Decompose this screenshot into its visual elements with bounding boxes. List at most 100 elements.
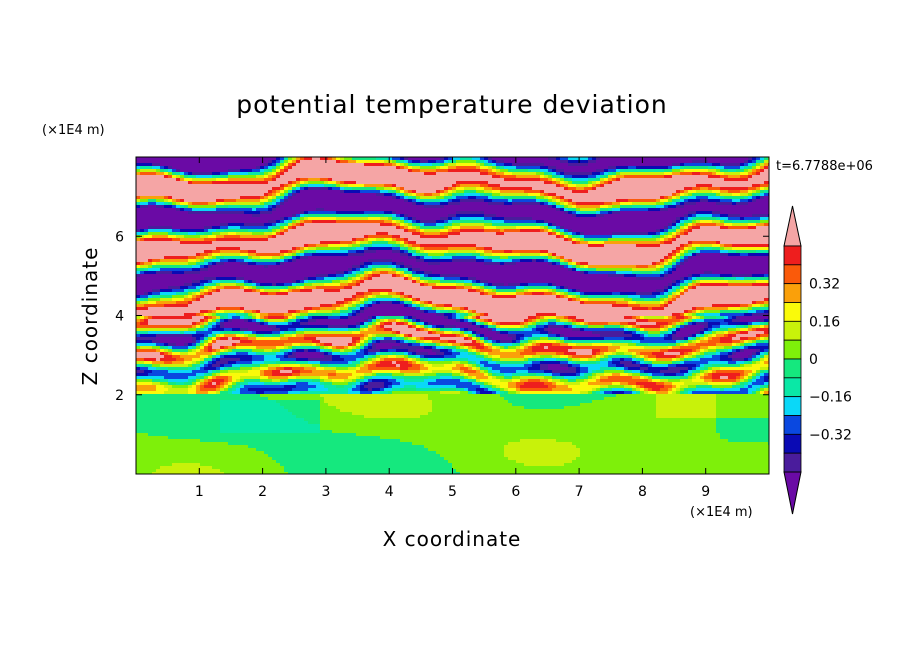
field-cell xyxy=(136,247,141,251)
field-cell xyxy=(736,196,741,200)
field-cell xyxy=(724,208,729,212)
field-cell xyxy=(696,169,701,173)
field-cell xyxy=(320,223,325,227)
field-cell xyxy=(176,208,181,212)
field-cell xyxy=(324,214,329,218)
field-cell xyxy=(256,157,261,161)
field-cell xyxy=(472,184,477,188)
field-cell xyxy=(172,211,177,215)
field-cell xyxy=(256,238,261,242)
field-cell xyxy=(764,166,769,170)
field-cell xyxy=(724,241,729,245)
field-cell xyxy=(356,166,361,170)
field-cell xyxy=(672,199,677,203)
field-cell xyxy=(316,244,321,248)
field-cell xyxy=(604,229,609,233)
field-cell xyxy=(684,205,689,209)
field-cell xyxy=(672,229,677,233)
field-cell xyxy=(604,244,609,248)
field-cell xyxy=(608,211,613,215)
field-cell xyxy=(476,172,481,176)
field-cell xyxy=(152,205,157,209)
field-cell xyxy=(372,196,377,200)
field-cell xyxy=(420,208,425,212)
field-cell xyxy=(444,157,449,161)
field-cell xyxy=(264,232,269,236)
field-cell xyxy=(412,247,417,251)
field-cell xyxy=(540,166,545,170)
field-cell xyxy=(524,190,529,194)
field-cell xyxy=(400,184,405,188)
field-cell xyxy=(452,223,457,227)
field-cell xyxy=(244,214,249,218)
field-cell xyxy=(160,220,165,224)
field-cell xyxy=(444,247,449,251)
field-cell xyxy=(712,172,717,176)
field-cell xyxy=(728,172,733,176)
field-cell xyxy=(424,220,429,224)
field-cell xyxy=(272,223,277,227)
field-cell xyxy=(260,175,265,179)
field-cell xyxy=(612,214,617,218)
field-cell xyxy=(232,187,237,191)
field-cell xyxy=(348,175,353,179)
field-cell xyxy=(412,181,417,185)
field-cell xyxy=(544,247,549,251)
field-cell xyxy=(352,244,357,248)
field-cell xyxy=(688,238,693,242)
field-cell xyxy=(564,208,569,212)
field-cell xyxy=(676,244,681,248)
field-cell xyxy=(676,226,681,230)
field-cell xyxy=(184,169,189,173)
field-cell xyxy=(384,193,389,197)
field-cell xyxy=(204,220,209,224)
field-cell xyxy=(488,193,493,197)
field-cell xyxy=(508,175,513,179)
field-cell xyxy=(488,205,493,209)
field-cell xyxy=(468,208,473,212)
field-cell xyxy=(476,178,481,182)
field-cell xyxy=(180,202,185,206)
field-cell xyxy=(360,172,365,176)
field-cell xyxy=(148,172,153,176)
field-cell xyxy=(316,211,321,215)
field-cell xyxy=(188,178,193,182)
field-cell xyxy=(744,247,749,251)
field-cell xyxy=(148,160,153,164)
field-cell xyxy=(756,169,761,173)
field-cell xyxy=(384,232,389,236)
field-cell xyxy=(312,157,317,161)
field-cell xyxy=(592,214,597,218)
field-cell xyxy=(184,196,189,200)
field-cell xyxy=(284,223,289,227)
field-cell xyxy=(220,163,225,167)
field-cell xyxy=(168,223,173,227)
field-cell xyxy=(744,175,749,179)
field-cell xyxy=(164,199,169,203)
field-cell xyxy=(692,157,697,161)
field-cell xyxy=(180,244,185,248)
field-cell xyxy=(636,211,641,215)
field-cell xyxy=(256,178,261,182)
field-cell xyxy=(576,196,581,200)
field-cell xyxy=(380,202,385,206)
field-cell xyxy=(724,172,729,176)
field-cell xyxy=(212,175,217,179)
field-cell xyxy=(276,208,281,212)
field-cell xyxy=(380,208,385,212)
field-cell xyxy=(720,211,725,215)
field-cell xyxy=(516,247,521,251)
field-cell xyxy=(272,247,277,251)
field-cell xyxy=(156,175,161,179)
field-cell xyxy=(604,217,609,221)
field-cell xyxy=(640,229,645,233)
field-cell xyxy=(512,184,517,188)
field-cell xyxy=(264,202,269,206)
field-cell xyxy=(292,232,297,236)
field-cell xyxy=(732,166,737,170)
field-cell xyxy=(528,244,533,248)
field-cell xyxy=(684,175,689,179)
field-cell xyxy=(728,217,733,221)
field-cell xyxy=(192,229,197,233)
